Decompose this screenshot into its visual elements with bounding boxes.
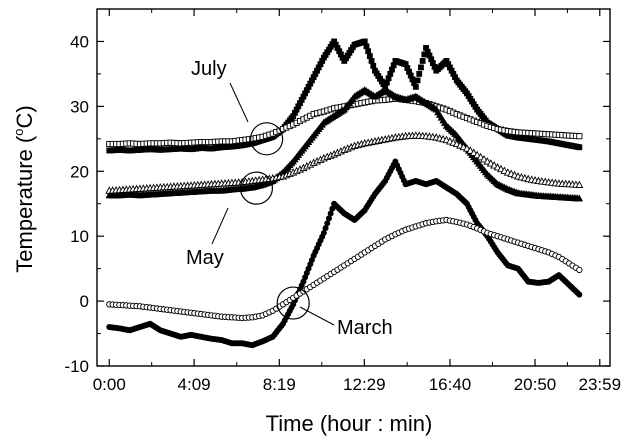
data-point [576, 144, 583, 151]
x-tick-label: 23:59 [579, 375, 622, 394]
y-tick-label: 40 [70, 32, 89, 51]
y-tick-label: 0 [80, 292, 89, 311]
series-circle-filled [106, 158, 583, 349]
series-square-filled [106, 38, 583, 154]
data-point [361, 38, 368, 45]
annotation-circle-march [276, 286, 310, 320]
data-point [419, 58, 426, 64]
plot-frame [96, 8, 611, 367]
x-tick-label: 8:19 [263, 375, 296, 394]
data-point [412, 83, 419, 90]
data-point [576, 266, 583, 274]
x-tick-label: 4:09 [178, 375, 211, 394]
data-point [365, 48, 372, 55]
y-tick-label: -10 [64, 357, 89, 376]
data-point [576, 133, 583, 140]
plot-border [96, 8, 611, 367]
y-axis-label-sup: o [11, 129, 26, 136]
annotation-circle-may [239, 171, 274, 205]
data-point [575, 194, 584, 202]
data-point [363, 43, 370, 50]
data-point [368, 58, 375, 64]
data-point [414, 77, 421, 84]
data-point [576, 291, 583, 298]
annotation-leader-may [211, 207, 229, 245]
series-square-open [106, 95, 583, 148]
data-point [466, 146, 475, 154]
y-tick-label: 20 [70, 162, 89, 181]
x-axis-label: Time (hour : min) [266, 411, 433, 436]
y-axis-label: Temperature (oC) [11, 105, 37, 272]
y-axis-label-main: Temperature ( [12, 135, 37, 273]
data-point [469, 148, 478, 156]
data-point [575, 180, 584, 188]
annotation-circle-july [250, 122, 284, 156]
data-point [476, 152, 485, 161]
annotation-leader-july [229, 82, 249, 123]
series-circle-open [106, 216, 583, 322]
x-tick-label: 0:00 [93, 375, 126, 394]
x-axis: 0:00 4:09 8:19 12:29 16:40 20:50 23:59 [93, 9, 621, 394]
x-tick-label: 20:50 [514, 375, 557, 394]
annotation-label-may: May [186, 247, 224, 269]
series-triangle-filled [105, 86, 584, 202]
data-point [416, 71, 423, 77]
y-axis: -10 0 10 20 30 40 [64, 32, 610, 376]
y-tick-label: 10 [70, 227, 89, 246]
series-triangle-open [105, 131, 584, 194]
data-point [473, 150, 482, 159]
data-point [462, 144, 471, 152]
annotation-label-march: March [337, 317, 393, 339]
annotation-label-july: July [191, 58, 227, 80]
x-tick-label: 12:29 [343, 375, 386, 394]
y-tick-label: 30 [70, 97, 89, 116]
series-layer [105, 38, 584, 349]
data-point [418, 64, 424, 71]
annotation-layer: July May March [186, 58, 393, 339]
annotation-leader-march [299, 306, 335, 326]
data-point [366, 53, 373, 59]
data-point [370, 62, 377, 69]
data-point [480, 155, 488, 163]
x-tick-label: 16:40 [429, 375, 472, 394]
y-axis-label-end: C) [12, 105, 37, 128]
